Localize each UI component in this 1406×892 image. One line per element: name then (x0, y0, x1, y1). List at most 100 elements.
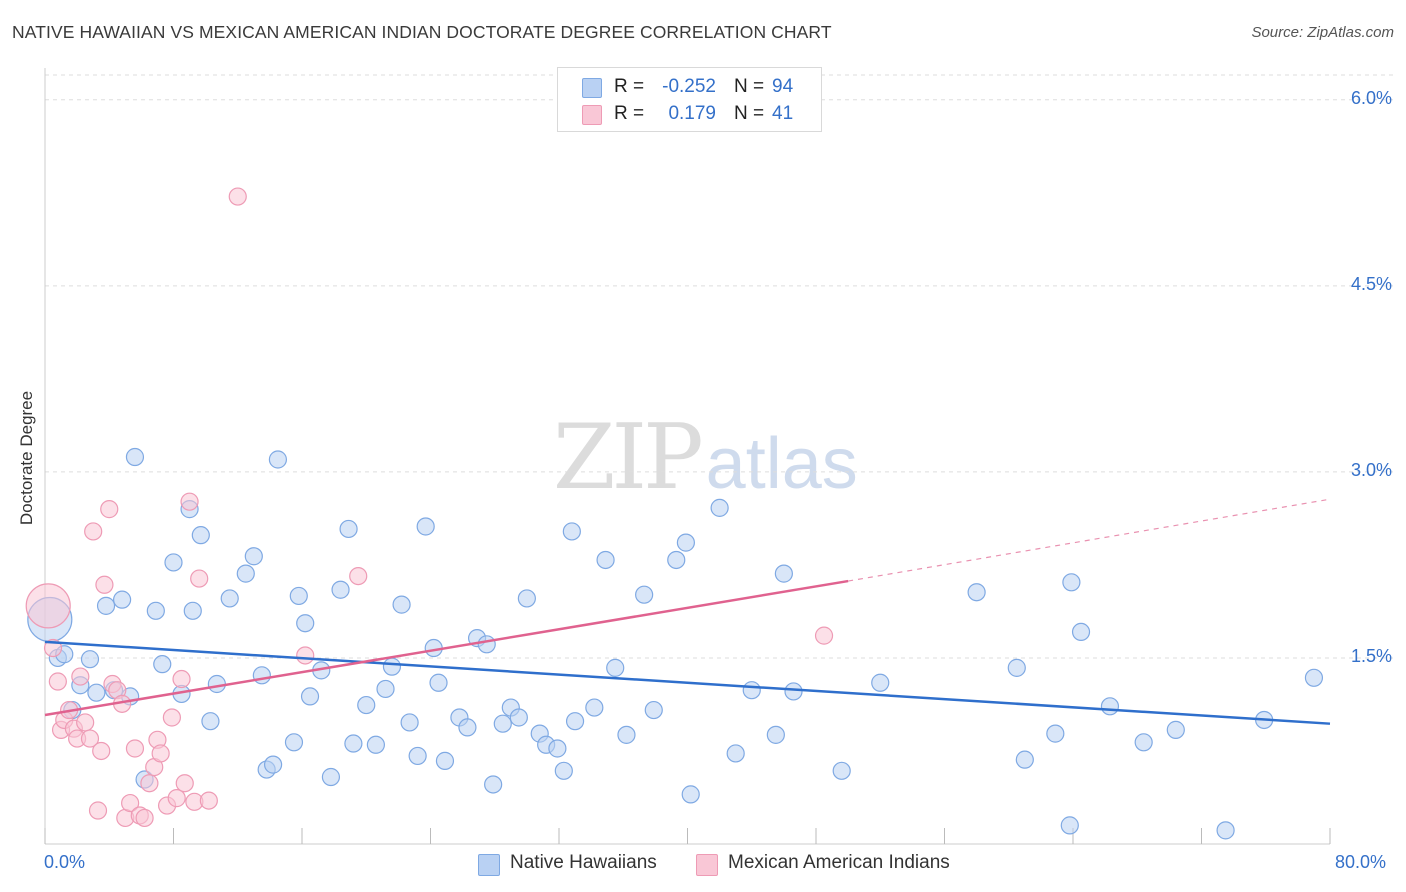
data-point (76, 713, 95, 732)
data-point (191, 526, 210, 545)
data-point (71, 667, 90, 686)
x-tick-label-max: 80.0% (1335, 852, 1387, 872)
data-point (676, 533, 695, 552)
y-tick-label: 4.5% (1350, 273, 1392, 294)
data-point (814, 626, 834, 645)
blue-swatch-icon (582, 78, 602, 98)
data-point (339, 519, 358, 539)
data-point (289, 586, 308, 606)
data-point (774, 564, 793, 583)
x-tick-label-min: 0.0% (44, 852, 86, 872)
trend-line (44, 640, 1331, 725)
data-point (284, 733, 304, 752)
r-value: 0.179 (668, 103, 716, 124)
data-point (228, 187, 247, 206)
data-point (871, 673, 890, 692)
data-point (565, 712, 585, 731)
data-point (80, 729, 100, 748)
data-point (1007, 658, 1026, 677)
data-point (1062, 573, 1081, 592)
data-point (766, 725, 785, 744)
data-point (167, 789, 186, 808)
legend-row-mexican-american-indians: R = 0.179 N = 41 (558, 100, 821, 128)
data-point (180, 492, 199, 511)
data-point (95, 575, 114, 594)
data-point (201, 712, 220, 731)
data-point (617, 725, 636, 744)
n-label: N = (734, 76, 765, 97)
pink-swatch-icon (582, 105, 602, 125)
data-point (236, 564, 255, 583)
data-point (263, 755, 283, 774)
data-point (146, 601, 165, 620)
data-point (1166, 720, 1185, 739)
data-point (832, 761, 851, 780)
bottom-legend-label: Native Hawaiians (510, 852, 657, 873)
data-point (509, 708, 528, 727)
trend-line (44, 579, 849, 717)
data-points (25, 187, 1324, 840)
data-point (199, 791, 218, 810)
data-point (296, 614, 315, 633)
data-point (435, 751, 455, 770)
data-point (296, 646, 315, 665)
data-point (25, 583, 71, 629)
data-point (244, 547, 263, 566)
data-point (88, 801, 108, 820)
data-point (667, 550, 686, 570)
data-point (416, 517, 435, 536)
data-point (300, 687, 320, 706)
data-point (376, 679, 395, 699)
data-point (220, 589, 239, 608)
data-point (596, 550, 615, 570)
data-point (252, 666, 271, 685)
data-point (175, 774, 194, 793)
data-point (1015, 750, 1034, 769)
data-point (644, 700, 663, 720)
data-point (400, 713, 419, 732)
data-point (458, 718, 477, 737)
y-tick-label: 3.0% (1350, 459, 1392, 480)
n-value: 94 (772, 76, 794, 97)
data-point (100, 500, 119, 519)
data-point (493, 714, 512, 733)
data-point (517, 589, 536, 608)
data-point (429, 673, 448, 692)
blue-swatch-icon (478, 854, 500, 876)
data-point (151, 744, 170, 763)
y-tick-label: 1.5% (1350, 645, 1392, 666)
data-point (172, 669, 191, 689)
data-point (190, 569, 209, 588)
stats-legend: R = -0.252 N = 94 R = 0.179 N = 41 (557, 67, 822, 132)
bottom-legend-label: Mexican American Indians (728, 852, 950, 873)
data-point (562, 522, 581, 541)
data-point (554, 761, 573, 780)
data-point (585, 698, 604, 717)
r-label: R = (614, 103, 645, 124)
r-value: -0.252 (662, 76, 716, 97)
data-point (321, 767, 341, 787)
data-point (635, 585, 654, 604)
data-point (331, 580, 350, 599)
watermark-zip: ZIP (553, 405, 704, 510)
data-point (207, 674, 226, 694)
y-tick-label: 6.0% (1350, 87, 1392, 108)
data-point (87, 683, 106, 702)
data-point (140, 774, 159, 793)
data-point (1304, 668, 1324, 687)
data-point (349, 566, 368, 586)
data-point (726, 744, 745, 763)
data-point (382, 657, 402, 676)
data-point (408, 746, 427, 766)
r-label: R = (614, 76, 645, 97)
data-point (112, 590, 132, 609)
data-point (162, 708, 181, 727)
data-point (681, 785, 700, 804)
chart-source: Source: ZipAtlas.com (1251, 24, 1394, 41)
data-point (1100, 697, 1120, 716)
data-point (153, 655, 172, 674)
chart-title: NATIVE HAWAIIAN VS MEXICAN AMERICAN INDI… (12, 22, 832, 42)
trend-lines (44, 498, 1331, 725)
data-point (742, 681, 761, 700)
